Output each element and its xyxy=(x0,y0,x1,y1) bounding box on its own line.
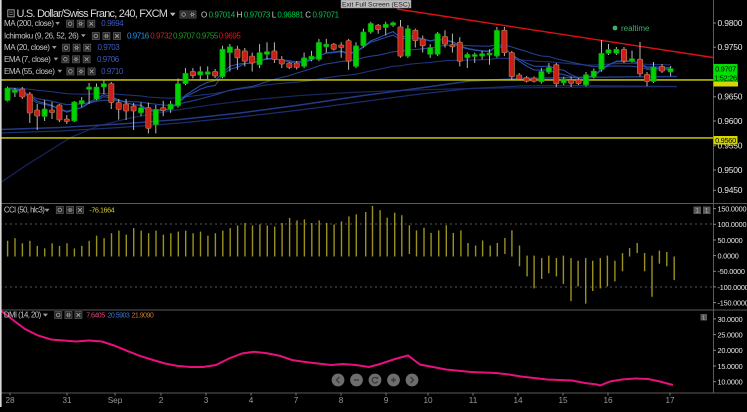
svg-text:0.9732: 0.9732 xyxy=(150,32,173,41)
svg-text:CCI (50, hlc3): CCI (50, hlc3) xyxy=(4,206,45,215)
svg-text:0.9800: 0.9800 xyxy=(718,18,743,28)
svg-text:15.0000: 15.0000 xyxy=(718,362,743,371)
svg-text:0.9706: 0.9706 xyxy=(97,55,120,64)
svg-text:DMI (14, 20): DMI (14, 20) xyxy=(4,310,42,319)
svg-text:16: 16 xyxy=(603,396,613,405)
svg-text:0.9707: 0.9707 xyxy=(173,32,196,41)
svg-text:-50.0000: -50.0000 xyxy=(718,267,745,276)
svg-text:15: 15 xyxy=(558,396,568,405)
svg-text:20.0000: 20.0000 xyxy=(718,346,743,355)
svg-text:Ichimoku (9, 26, 52, 26): Ichimoku (9, 26, 52, 26) xyxy=(4,32,79,41)
svg-text:0.9650: 0.9650 xyxy=(718,92,743,102)
svg-text:150.0000: 150.0000 xyxy=(718,205,747,214)
svg-text:0.9500: 0.9500 xyxy=(718,165,743,175)
svg-text:17: 17 xyxy=(665,396,675,405)
svg-text:realtime: realtime xyxy=(621,24,650,33)
svg-text:0.9560: 0.9560 xyxy=(715,136,736,145)
svg-text:Exit Full Screen (ESC): Exit Full Screen (ESC) xyxy=(342,2,410,9)
svg-text:7.6405: 7.6405 xyxy=(86,312,105,319)
svg-text:0.9450: 0.9450 xyxy=(718,185,743,195)
svg-text:0.9755: 0.9755 xyxy=(196,32,219,41)
svg-text:14: 14 xyxy=(513,396,523,405)
svg-text:0.9694: 0.9694 xyxy=(101,19,124,28)
svg-text:0.9716: 0.9716 xyxy=(127,32,150,41)
svg-text:3: 3 xyxy=(204,396,209,405)
svg-text:8: 8 xyxy=(339,396,344,405)
svg-text:1: 1 xyxy=(702,315,705,321)
svg-text:Sep: Sep xyxy=(108,396,123,405)
svg-text:20.5903: 20.5903 xyxy=(108,312,130,319)
svg-text:MA (20, close): MA (20, close) xyxy=(4,43,50,52)
svg-text:-100.0000: -100.0000 xyxy=(718,283,747,292)
svg-text:25.0000: 25.0000 xyxy=(718,331,743,340)
svg-text:0.9710: 0.9710 xyxy=(101,67,124,76)
svg-text:0.9695: 0.9695 xyxy=(219,32,242,41)
svg-text:21.9090: 21.9090 xyxy=(132,312,154,319)
svg-text:0.9703: 0.9703 xyxy=(98,43,121,52)
svg-text:0.0000: 0.0000 xyxy=(718,252,739,261)
svg-text:2: 2 xyxy=(159,396,164,405)
svg-text:50.0000: 50.0000 xyxy=(718,236,743,245)
svg-text:100.0000: 100.0000 xyxy=(718,220,747,229)
svg-text:28: 28 xyxy=(5,396,15,405)
svg-text:EMA (7, close): EMA (7, close) xyxy=(4,55,51,64)
svg-text:-150.0000: -150.0000 xyxy=(718,299,747,308)
svg-text:0.9600: 0.9600 xyxy=(718,116,743,126)
svg-text:4: 4 xyxy=(249,396,254,405)
svg-text:31: 31 xyxy=(62,396,72,405)
svg-text:0.9750: 0.9750 xyxy=(718,42,743,52)
svg-text:0.9707: 0.9707 xyxy=(715,64,736,73)
svg-text:7: 7 xyxy=(294,396,299,405)
svg-text:O 0.97014 H 0.97073 L 0.96881: O 0.97014 H 0.97073 L 0.96881 C 0.97071 xyxy=(201,10,340,19)
svg-text:9: 9 xyxy=(384,396,389,405)
svg-text:MA (200, close): MA (200, close) xyxy=(4,19,54,28)
svg-text:-76.1664: -76.1664 xyxy=(89,206,114,215)
svg-text:11: 11 xyxy=(469,396,478,405)
svg-text:EMA (55, close): EMA (55, close) xyxy=(4,67,55,76)
svg-text:1:52:26: 1:52:26 xyxy=(714,73,737,82)
svg-text:30.0000: 30.0000 xyxy=(718,315,743,324)
svg-text:10.0000: 10.0000 xyxy=(718,378,743,387)
svg-text:10: 10 xyxy=(423,396,433,405)
